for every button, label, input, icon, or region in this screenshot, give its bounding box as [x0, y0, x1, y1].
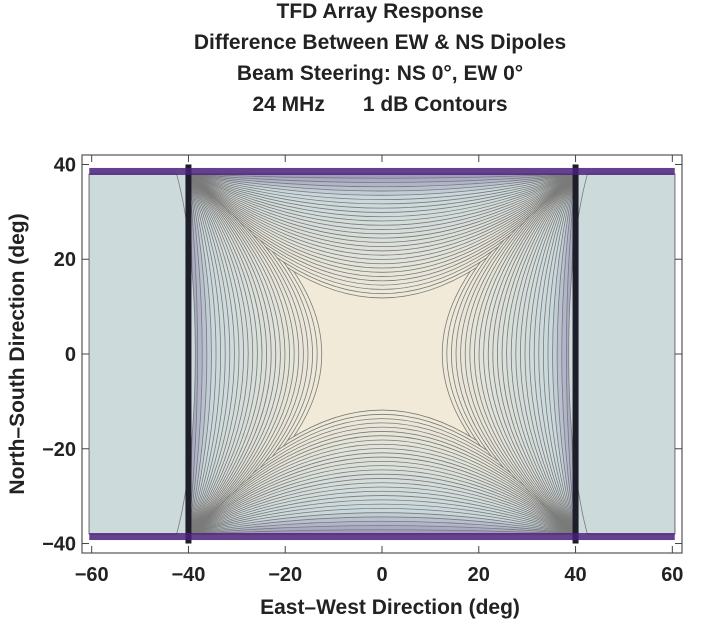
x-tick-label: −60: [75, 564, 109, 586]
y-axis: −40 −20 0 20 40: [42, 154, 682, 556]
y-tick-label: 0: [65, 344, 76, 366]
x-tick-label: 0: [376, 564, 387, 586]
x-tick-label: 40: [564, 564, 586, 586]
chart-title-line-4: 24 MHz 1 dB Contours: [0, 93, 717, 117]
frequency-label: 24 MHz: [252, 93, 325, 116]
chart-title-line-3: Beam Steering: NS 0°, EW 0°: [236, 62, 524, 85]
chart-title-line-1: TFD Array Response: [276, 0, 484, 23]
chart-title-line-2: Difference Between EW & NS Dipoles: [193, 31, 567, 54]
y-axis-label: North–South Direction (deg): [6, 213, 29, 494]
contour-interval-label: 1 dB Contours: [362, 93, 508, 116]
x-axis: −60 −40 −20 0 20 40 60: [75, 155, 683, 586]
x-axis-label: East–West Direction (deg): [260, 596, 520, 619]
y-tick-label: 20: [54, 249, 76, 271]
x-tick-label: −40: [171, 564, 205, 586]
y-tick-label: −20: [42, 439, 76, 461]
x-tick-label: −20: [268, 564, 302, 586]
y-tick-label: 40: [54, 154, 76, 176]
x-tick-label: 60: [661, 564, 683, 586]
x-tick-label: 20: [468, 564, 490, 586]
y-tick-label: −40: [42, 534, 76, 556]
contour-field: [88, 164, 676, 544]
